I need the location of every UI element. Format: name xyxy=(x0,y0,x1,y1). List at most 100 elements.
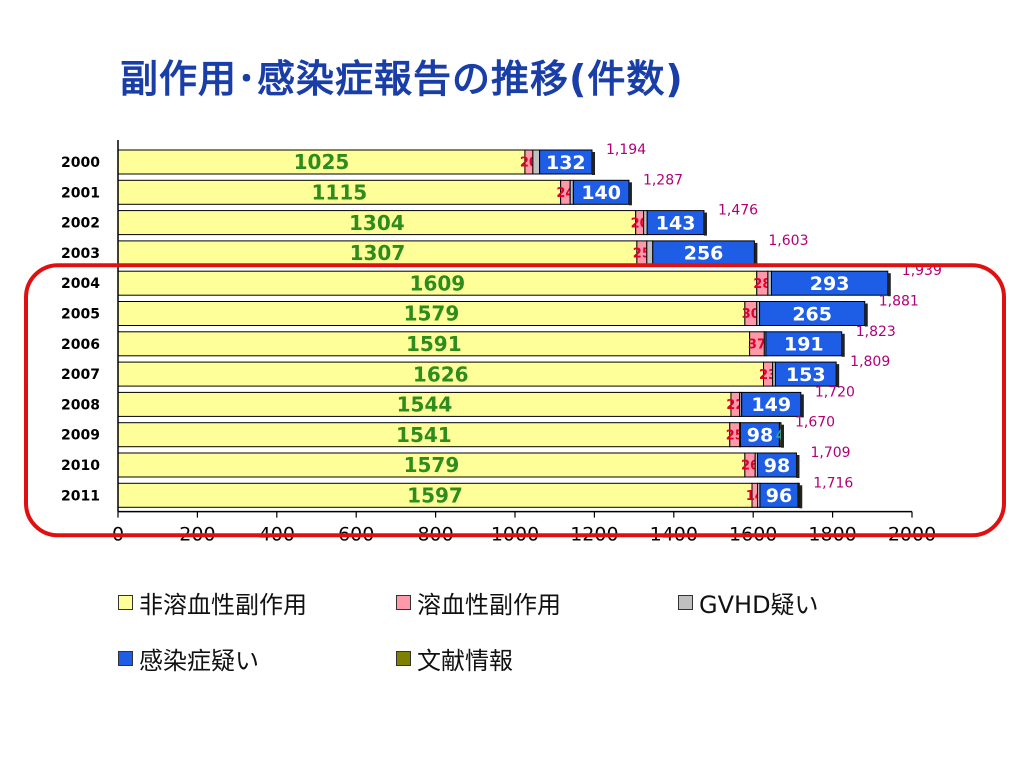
data-label-infection: 153 xyxy=(786,364,826,386)
y-tick-label: 2009 xyxy=(61,428,100,444)
y-tick-label: 2008 xyxy=(61,397,100,413)
data-label-non-hemolytic: 1025 xyxy=(294,150,350,174)
bar-shadow xyxy=(864,303,868,327)
data-label-non-hemolytic: 1304 xyxy=(349,211,405,235)
data-label-non-hemolytic: 1609 xyxy=(410,271,466,295)
data-label-infection: 265 xyxy=(792,303,832,325)
legend-label-non-hemolytic: 非溶血性副作用 xyxy=(139,591,307,619)
legend-item-infection: 感染症疑い xyxy=(118,641,259,676)
y-tick-label: 2006 xyxy=(61,337,100,353)
y-tick-label: 2011 xyxy=(61,488,100,504)
data-label-infection: 191 xyxy=(784,334,824,356)
data-label-non-hemolytic: 1541 xyxy=(396,423,452,447)
data-label-non-hemolytic: 1544 xyxy=(397,393,453,417)
bar-segment-gvhd xyxy=(646,240,654,266)
legend-label-hemolytic: 溶血性副作用 xyxy=(417,591,561,619)
legend-swatch-non-hemolytic xyxy=(118,595,133,610)
chart-title: 副作用･感染症報告の推移(件数) xyxy=(120,57,684,101)
y-tick-label: 2003 xyxy=(61,246,100,262)
bar-segment-literature xyxy=(797,482,800,508)
bar-segment-infection xyxy=(646,210,705,236)
y-tick-label: 2007 xyxy=(61,367,100,383)
bar-segment-gvhd xyxy=(767,270,772,296)
total-label: 1,716 xyxy=(813,475,853,491)
bar-shadow xyxy=(592,152,596,175)
data-label-non-hemolytic: 1579 xyxy=(404,453,460,477)
bar-segment-gvhd xyxy=(532,149,541,175)
legend-swatch-infection xyxy=(118,651,133,666)
y-tick-label: 2005 xyxy=(61,307,100,323)
bar-segment-non-hemolytic xyxy=(117,149,526,175)
bar-shadow xyxy=(800,394,804,418)
legend-label-literature: 文献情報 xyxy=(417,647,513,675)
bar-shadow xyxy=(887,273,891,297)
bar-segment-infection xyxy=(759,482,799,508)
bar-shadow xyxy=(841,333,845,357)
data-label-non-hemolytic: 1115 xyxy=(311,181,367,205)
bar-segment-infection xyxy=(770,270,889,296)
bar-segment-infection xyxy=(765,331,843,357)
highlight-box xyxy=(24,263,1006,538)
legend-item-hemolytic: 溶血性副作用 xyxy=(396,585,561,620)
bar-segment-non-hemolytic xyxy=(117,210,637,236)
bar-shadow xyxy=(799,485,803,509)
bar-segment-infection xyxy=(572,179,630,205)
legend-item-gvhd: GVHD疑い xyxy=(678,585,819,620)
legend-label-infection: 感染症疑い xyxy=(139,647,259,675)
data-label-infection: 140 xyxy=(581,182,621,204)
y-tick-label: 2001 xyxy=(61,185,100,201)
total-label: 1,287 xyxy=(643,172,683,188)
total-label: 1,881 xyxy=(879,294,919,310)
bar-shadow xyxy=(836,364,840,388)
legend-item-non-hemolytic: 非溶血性副作用 xyxy=(118,585,307,620)
data-label-non-hemolytic: 1307 xyxy=(350,241,406,265)
bar-segment-non-hemolytic xyxy=(117,422,731,448)
legend-item-literature: 文献情報 xyxy=(396,641,513,676)
bar-segment-infection xyxy=(774,361,837,387)
total-label: 1,823 xyxy=(856,324,896,340)
bar-segment-non-hemolytic xyxy=(117,361,765,387)
data-label-infection: 98 xyxy=(747,425,773,447)
total-label: 1,809 xyxy=(850,354,890,370)
total-label: 1,709 xyxy=(810,445,850,461)
data-label-hemolytic: 28 xyxy=(753,277,771,292)
data-label-infection: 149 xyxy=(751,394,791,416)
bar-shadow xyxy=(628,182,632,206)
y-tick-label: 2004 xyxy=(61,276,100,292)
data-label-non-hemolytic: 1579 xyxy=(404,302,460,326)
legend-swatch-literature xyxy=(396,651,411,666)
data-label-non-hemolytic: 1626 xyxy=(413,362,469,386)
data-label-hemolytic: 26 xyxy=(741,459,759,474)
data-label-infection: 293 xyxy=(810,273,850,295)
y-tick-label: 2000 xyxy=(61,155,100,171)
bar-segment-non-hemolytic xyxy=(117,391,732,417)
bar-segment-infection xyxy=(759,301,866,326)
total-label: 1,603 xyxy=(768,233,808,249)
data-label-infection: 96 xyxy=(766,485,792,507)
legend-label-gvhd: GVHD疑い xyxy=(699,591,819,619)
total-label: 1,670 xyxy=(795,415,835,431)
data-label-hemolytic: 37 xyxy=(748,337,766,352)
total-label: 1,476 xyxy=(718,203,758,219)
bar-shadow xyxy=(703,212,707,236)
bar-shadow xyxy=(754,242,758,266)
data-label-non-hemolytic: 1597 xyxy=(407,484,463,508)
y-tick-label: 2002 xyxy=(61,216,100,232)
bar-segment-infection xyxy=(539,149,593,175)
bar-shadow xyxy=(780,424,784,448)
bar-segment-infection xyxy=(741,391,802,417)
y-tick-label: 2010 xyxy=(61,458,100,474)
data-label-non-hemolytic: 1591 xyxy=(406,332,462,356)
bar-segment-infection xyxy=(652,240,755,266)
bar-segment-infection xyxy=(739,422,780,448)
legend-swatch-gvhd xyxy=(678,595,693,610)
total-label: 1,720 xyxy=(815,384,855,400)
legend-swatch-hemolytic xyxy=(396,595,411,610)
data-label-infection: 256 xyxy=(684,243,724,265)
data-label-literature: 4 xyxy=(776,428,785,443)
data-label-infection: 143 xyxy=(656,212,696,234)
bar-segment-gvhd xyxy=(643,210,648,236)
bar-shadow xyxy=(796,455,800,478)
data-label-hemolytic: 30 xyxy=(742,307,760,322)
